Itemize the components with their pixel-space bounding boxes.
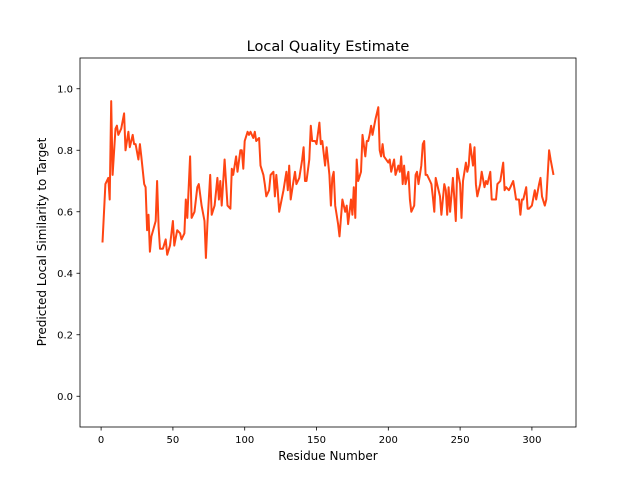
x-tick-label: 100 bbox=[235, 435, 254, 446]
y-tick-label: 1.0 bbox=[57, 84, 73, 95]
x-axis-label: Residue Number bbox=[278, 449, 377, 463]
x-tick-label: 250 bbox=[451, 435, 470, 446]
x-tick-label: 0 bbox=[98, 435, 104, 446]
x-tick-label: 300 bbox=[522, 435, 541, 446]
y-tick-label: 0.2 bbox=[57, 330, 73, 341]
chart-title: Local Quality Estimate bbox=[247, 39, 410, 55]
y-tick-label: 0.6 bbox=[57, 207, 73, 218]
y-axis-label: Predicted Local Similarity to Target bbox=[35, 137, 49, 346]
series-line bbox=[101, 100, 555, 259]
y-tick-label: 0.4 bbox=[57, 269, 73, 280]
plot-frame bbox=[79, 57, 577, 428]
x-tick-label: 200 bbox=[379, 435, 398, 446]
x-tick-label: 50 bbox=[167, 435, 180, 446]
axis-ticks: 0 50 100 150 200 250 300 0.0 0.2 0.4 0.6 0.8 1.0 bbox=[57, 84, 541, 446]
x-tick-label: 150 bbox=[307, 435, 326, 446]
y-tick-label: 0.8 bbox=[57, 146, 73, 157]
y-tick-label: 0.0 bbox=[57, 392, 73, 403]
